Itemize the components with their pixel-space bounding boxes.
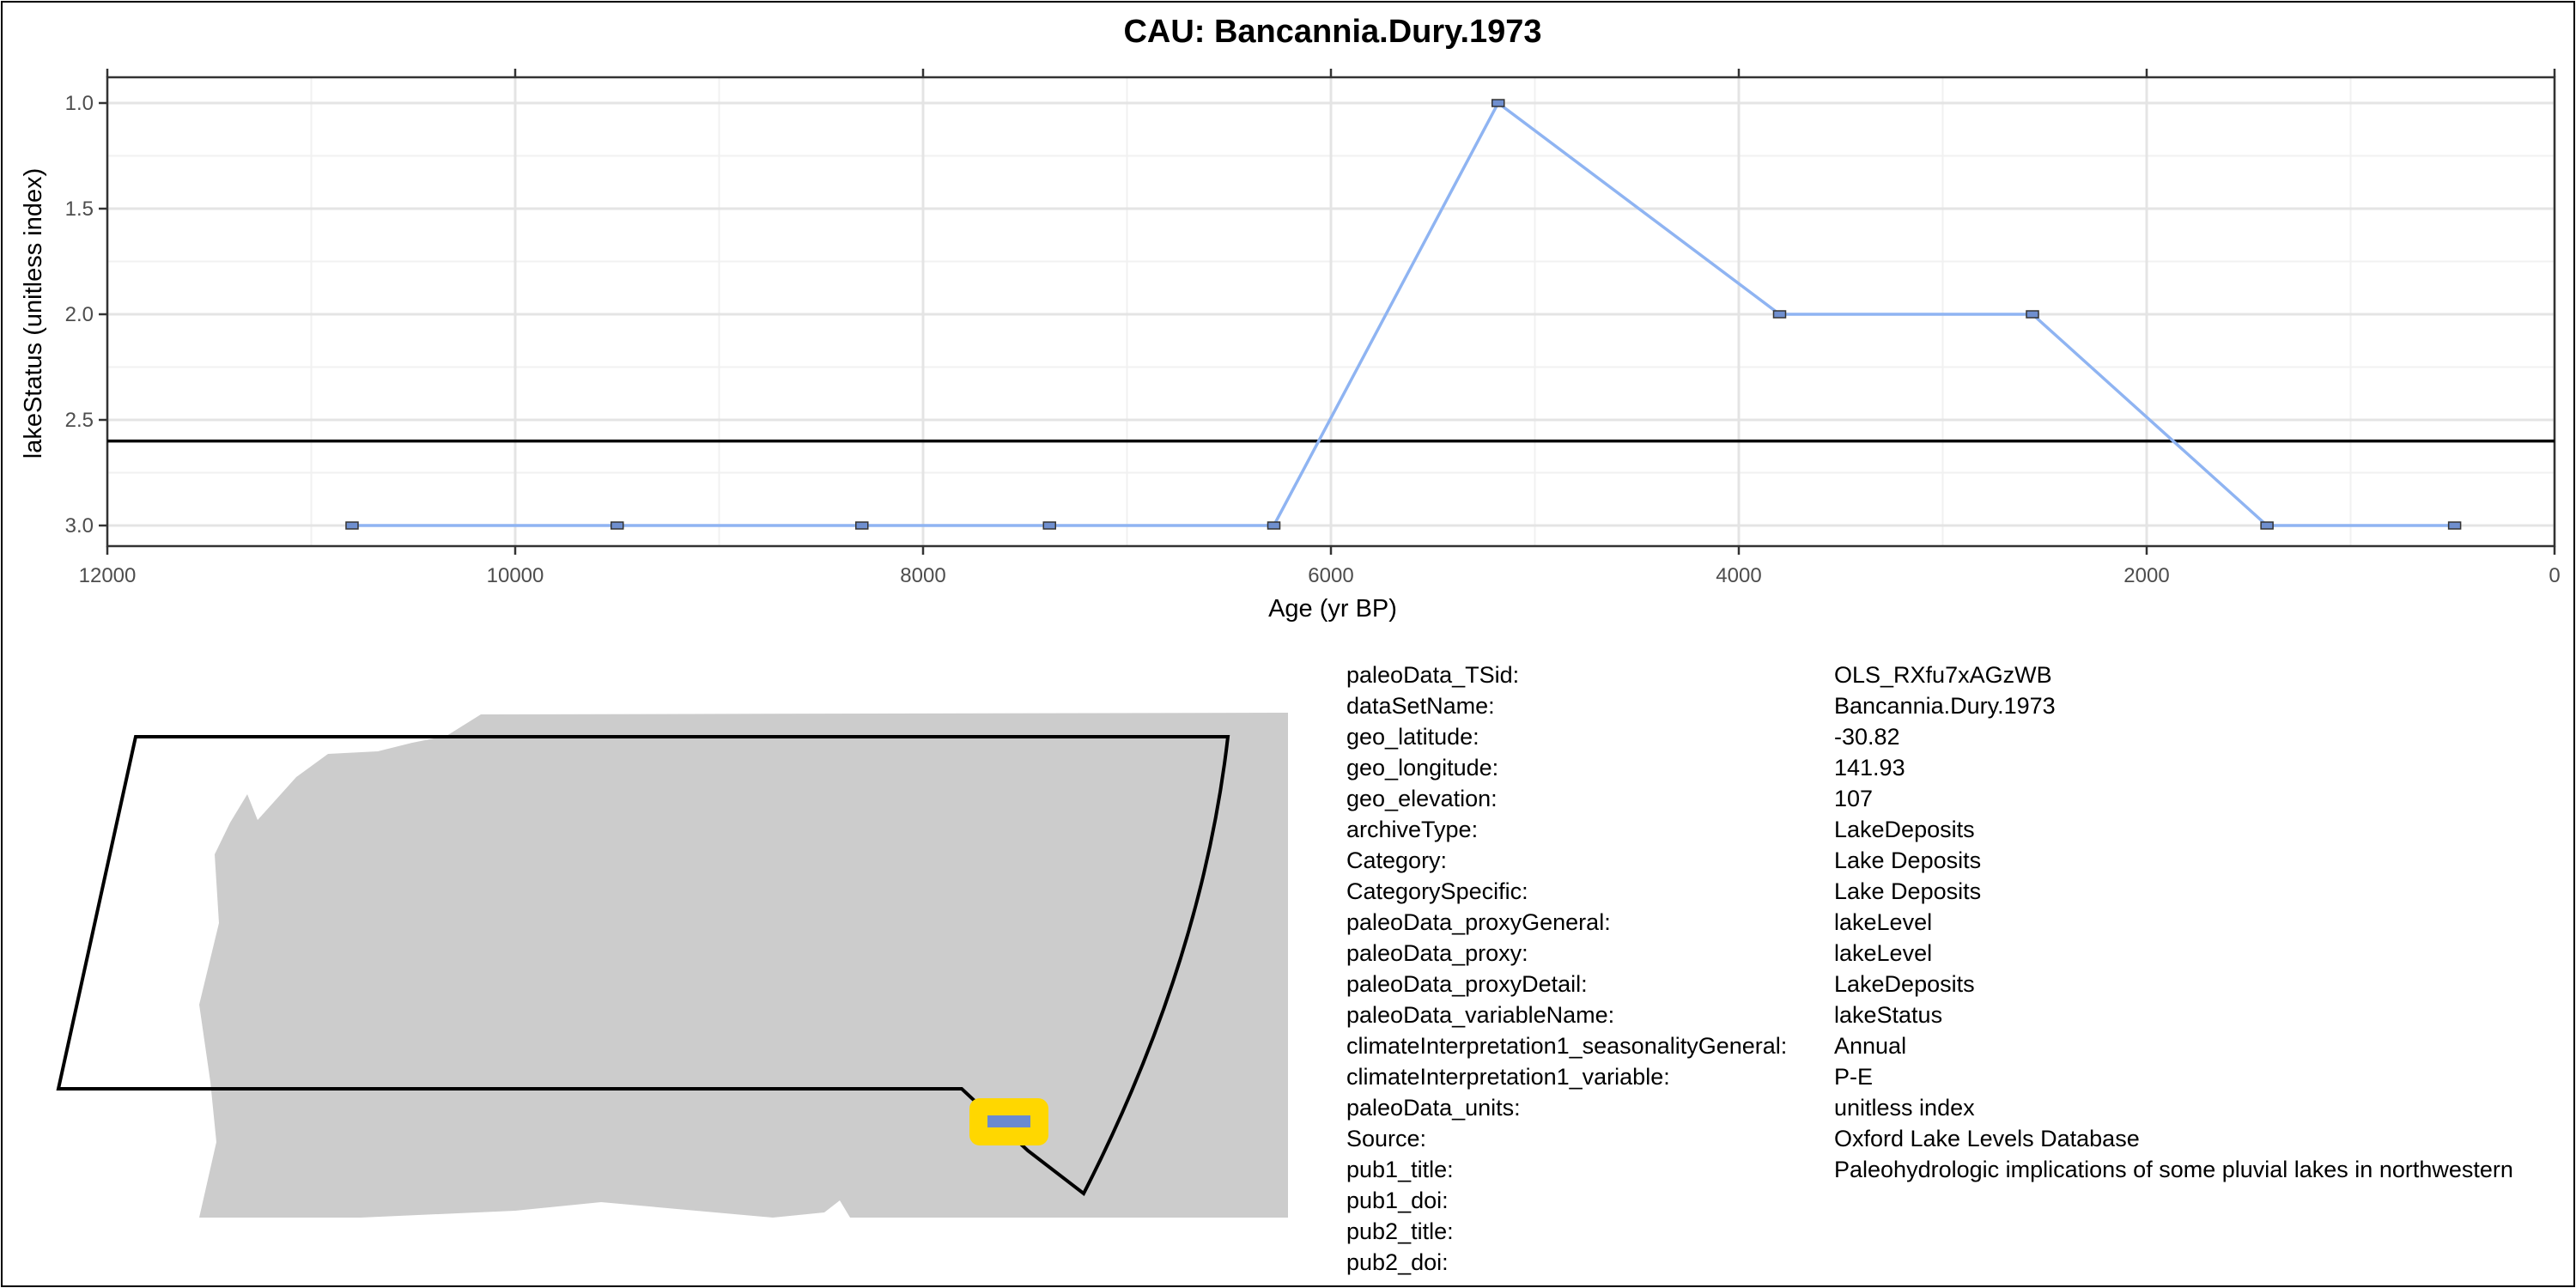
- lake-status-chart: CAU: Bancannia.Dury.1973 lakeStatus (uni…: [20, 14, 2561, 623]
- metadata-key: paleoData_TSid:: [1346, 662, 1520, 688]
- metadata-row: pub2_doi:: [1346, 1247, 2570, 1278]
- metadata-row: Source: Oxford Lake Levels Database: [1346, 1123, 2570, 1154]
- metadata-key: pub1_doi:: [1346, 1188, 1449, 1213]
- data-point: [1492, 99, 1505, 107]
- metadata-key: archiveType:: [1346, 817, 1479, 842]
- metadata-value: Annual: [1834, 1033, 1907, 1059]
- metadata-key: dataSetName:: [1346, 693, 1495, 719]
- metadata-value: unitless index: [1834, 1095, 1975, 1121]
- data-point: [2260, 521, 2274, 530]
- series-line: [352, 100, 2455, 527]
- metadata-row: paleoData_units: unitless index: [1346, 1092, 2570, 1123]
- metadata-key: pub2_doi:: [1346, 1249, 1449, 1275]
- metadata-row: paleoData_TSid: OLS_RXfu7xAGzWB: [1346, 659, 2570, 690]
- x-tick-label: 10000: [487, 564, 544, 587]
- data-point: [1772, 310, 1787, 319]
- metadata-key: paleoData_variableName:: [1346, 1002, 1615, 1028]
- data-point: [2026, 310, 2039, 319]
- site-marker-symbol: [987, 1115, 1030, 1127]
- y-axis-label: lakeStatus (unitless index): [20, 168, 47, 459]
- x-tick-label: 8000: [900, 564, 945, 587]
- metadata-key: geo_longitude:: [1346, 755, 1499, 781]
- x-tick-label: 6000: [1308, 564, 1353, 587]
- metadata-key: paleoData_proxy:: [1346, 940, 1528, 966]
- metadata-row: pub2_title:: [1346, 1216, 2570, 1247]
- metadata-value: LakeDeposits: [1834, 817, 1975, 842]
- site-map: [56, 713, 1288, 1218]
- metadata-value: Bancannia.Dury.1973: [1834, 693, 2056, 719]
- metadata-value: Paleohydrologic implications of some plu…: [1834, 1157, 2513, 1182]
- data-point: [855, 521, 869, 530]
- x-tick-label: 12000: [79, 564, 137, 587]
- metadata-key: paleoData_proxyGeneral:: [1346, 909, 1611, 935]
- metadata-value: lakeLevel: [1834, 909, 1933, 935]
- metadata-row: paleoData_proxyGeneral: lakeLevel: [1346, 907, 2570, 938]
- metadata-key: climateInterpretation1_variable:: [1346, 1064, 1670, 1090]
- metadata-value: lakeLevel: [1834, 940, 1933, 966]
- metadata-key: paleoData_units:: [1346, 1095, 1521, 1121]
- metadata-key: pub1_title:: [1346, 1157, 1454, 1182]
- metadata-row: climateInterpretation1_variable: P-E: [1346, 1061, 2570, 1092]
- y-tick-label: 2.0: [65, 303, 94, 326]
- land-mass: [199, 713, 1288, 1218]
- x-tick-label: 4000: [1716, 564, 1761, 587]
- data-point: [345, 521, 359, 530]
- metadata-row: Category: Lake Deposits: [1346, 845, 2570, 876]
- x-axis-label: Age (yr BP): [1268, 595, 1397, 623]
- metadata-row: paleoData_proxyDetail: LakeDeposits: [1346, 969, 2570, 999]
- chart-title: CAU: Bancannia.Dury.1973: [1123, 14, 1541, 50]
- metadata-row: pub1_doi:: [1346, 1185, 2570, 1216]
- data-point: [1042, 521, 1056, 530]
- metadata-value: 107: [1834, 786, 1874, 811]
- metadata-row: dataSetName: Bancannia.Dury.1973: [1346, 690, 2570, 721]
- y-tick-label: 1.5: [65, 197, 94, 221]
- metadata-row: archiveType: LakeDeposits: [1346, 814, 2570, 845]
- x-tick-label: 2000: [2123, 564, 2169, 587]
- metadata-value: Lake Deposits: [1834, 848, 1982, 873]
- metadata-value: P-E: [1834, 1064, 1874, 1090]
- metadata-value: LakeDeposits: [1834, 971, 1975, 997]
- metadata-value: OLS_RXfu7xAGzWB: [1834, 662, 2052, 688]
- data-point: [611, 521, 624, 530]
- metadata-row: geo_elevation: 107: [1346, 783, 2570, 814]
- metadata-key: climateInterpretation1_seasonalityGenera…: [1346, 1033, 1788, 1059]
- metadata-key: Source:: [1346, 1126, 1427, 1151]
- metadata-row: climateInterpretation1_seasonalityGenera…: [1346, 1030, 2570, 1061]
- plot-area: 12000 10000 8000 6000 4000 2000 0 1.0 1.5 2.0 2.5 3…: [65, 69, 2561, 587]
- map-boundary: [56, 735, 1230, 1197]
- metadata-row: geo_latitude: -30.82: [1346, 721, 2570, 752]
- y-tick-label: 3.0: [65, 514, 94, 538]
- metadata-table: paleoData_TSid: OLS_RXfu7xAGzWB dataSetNam…: [1346, 659, 2570, 1278]
- metadata-row: paleoData_proxy: lakeLevel: [1346, 938, 2570, 969]
- metadata-value: Lake Deposits: [1834, 878, 1982, 904]
- data-point: [2447, 521, 2462, 530]
- metadata-value: 141.93: [1834, 755, 1905, 781]
- metadata-row: geo_longitude: 141.93: [1346, 752, 2570, 783]
- metadata-row: paleoData_variableName: lakeStatus: [1346, 999, 2570, 1030]
- y-tick-label: 1.0: [65, 92, 94, 115]
- x-tick-label: 0: [2549, 564, 2560, 587]
- metadata-value: Oxford Lake Levels Database: [1834, 1126, 2140, 1151]
- metadata-key: geo_latitude:: [1346, 724, 1479, 750]
- metadata-row: pub1_title: Paleohydrologic implications …: [1346, 1154, 2570, 1185]
- metadata-key: geo_elevation:: [1346, 786, 1498, 811]
- metadata-value: -30.82: [1834, 724, 1900, 750]
- data-point: [1267, 521, 1281, 530]
- metadata-key: CategorySpecific:: [1346, 878, 1528, 904]
- metadata-key: pub2_title:: [1346, 1218, 1454, 1244]
- metadata-value: lakeStatus: [1834, 1002, 1943, 1028]
- metadata-row: CategorySpecific: Lake Deposits: [1346, 876, 2570, 907]
- metadata-key: Category:: [1346, 848, 1448, 873]
- metadata-key: paleoData_proxyDetail:: [1346, 971, 1588, 997]
- y-tick-label: 2.5: [65, 409, 94, 432]
